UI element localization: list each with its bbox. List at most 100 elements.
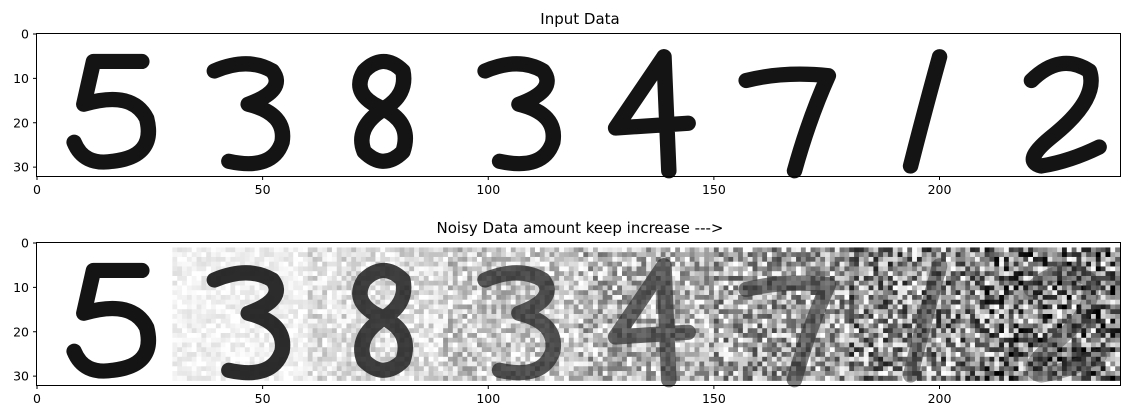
noise-pixel [534, 333, 541, 339]
noise-pixel [602, 290, 608, 296]
noise-pixel [863, 252, 869, 258]
noise-pixel [443, 266, 449, 272]
noise-pixel [873, 323, 879, 329]
noise-pixel [360, 371, 367, 377]
noise-pixel [201, 318, 207, 324]
noise-pixel [936, 309, 942, 315]
noise-pixel [752, 318, 758, 324]
noise-pixel [839, 371, 845, 377]
noise-pixel [709, 333, 715, 339]
noise-pixel [955, 361, 961, 367]
noise-pixel [399, 261, 405, 267]
noise-pixel [491, 247, 497, 253]
noise-pixel [999, 266, 1005, 272]
noise-pixel [389, 252, 396, 258]
noise-pixel [307, 266, 313, 272]
noise-pixel [1061, 271, 1068, 277]
noise-pixel [646, 366, 652, 372]
noise-pixel [283, 314, 289, 320]
noise-pixel [177, 375, 183, 381]
noise-pixel [820, 337, 826, 343]
noise-pixel [588, 342, 594, 348]
noise-pixel [496, 375, 502, 381]
noise-pixel [950, 328, 956, 334]
noise-pixel [897, 256, 903, 262]
noise-pixel [626, 266, 632, 272]
noise-pixel [771, 256, 778, 262]
noise-pixel [965, 328, 971, 334]
noise-pixel [443, 318, 449, 324]
noise-pixel [820, 356, 826, 362]
noise-pixel [897, 294, 903, 301]
noise-pixel [786, 323, 792, 329]
noise-pixel [182, 266, 188, 272]
noise-pixel [999, 271, 1005, 277]
noise-pixel [206, 299, 212, 305]
noise-pixel [351, 356, 357, 362]
noise-pixel [467, 252, 473, 258]
noise-pixel [607, 299, 613, 305]
noise-pixel [684, 309, 690, 315]
noise-pixel [767, 290, 773, 296]
noise-pixel [462, 275, 468, 282]
noise-pixel [941, 352, 947, 358]
noise-pixel [293, 375, 299, 381]
noise-pixel [907, 256, 913, 262]
noise-pixel [312, 371, 318, 377]
noise-pixel [215, 352, 222, 358]
noise-pixel [307, 271, 313, 277]
noise-pixel [979, 256, 985, 262]
noise-pixel [902, 256, 908, 262]
noise-pixel [327, 275, 333, 282]
noise-pixel [1052, 247, 1058, 253]
noise-pixel [191, 375, 197, 381]
noise-pixel [883, 352, 889, 358]
noise-pixel [568, 261, 574, 267]
noise-pixel [501, 309, 507, 315]
noise-pixel [597, 371, 603, 377]
noise-pixel [646, 271, 652, 277]
noise-pixel [298, 309, 304, 315]
noise-pixel [375, 299, 381, 305]
noise-pixel [486, 347, 492, 353]
noise-pixel [554, 275, 560, 282]
noise-pixel [873, 290, 879, 296]
noise-pixel [907, 285, 913, 291]
noise-pixel [433, 290, 439, 296]
noise-pixel [476, 247, 483, 253]
noise-pixel [554, 256, 560, 262]
noise-pixel [694, 366, 700, 372]
noise-pixel [534, 337, 541, 343]
noise-pixel [805, 361, 811, 367]
noise-pixel [607, 375, 613, 381]
noise-pixel [979, 247, 985, 253]
noise-pixel [786, 290, 792, 296]
noise-pixel [254, 356, 260, 362]
noise-pixel [651, 361, 657, 367]
noise-pixel [312, 285, 318, 291]
noise-pixel [950, 266, 956, 272]
noise-pixel [694, 290, 700, 296]
noise-pixel [979, 261, 985, 267]
noise-pixel [269, 256, 275, 262]
noise-pixel [341, 247, 347, 253]
noise-pixel [912, 275, 918, 282]
noise-pixel [723, 356, 729, 362]
noise-pixel [293, 342, 299, 348]
noise-pixel [974, 352, 981, 358]
noise-pixel [346, 352, 352, 358]
noise-pixel [481, 342, 487, 348]
noise-pixel [945, 290, 952, 296]
noise-pixel [694, 347, 700, 353]
noise-pixel [186, 266, 193, 272]
noise-pixel [887, 361, 894, 367]
noise-pixel [883, 280, 889, 286]
noise-pixel [172, 280, 178, 286]
noise-pixel [873, 261, 879, 267]
noise-pixel [428, 247, 434, 253]
noise-pixel [1047, 280, 1053, 286]
noise-pixel [409, 309, 415, 315]
noise-pixel [172, 261, 178, 267]
noise-pixel [936, 333, 942, 339]
noise-pixel [230, 323, 236, 329]
